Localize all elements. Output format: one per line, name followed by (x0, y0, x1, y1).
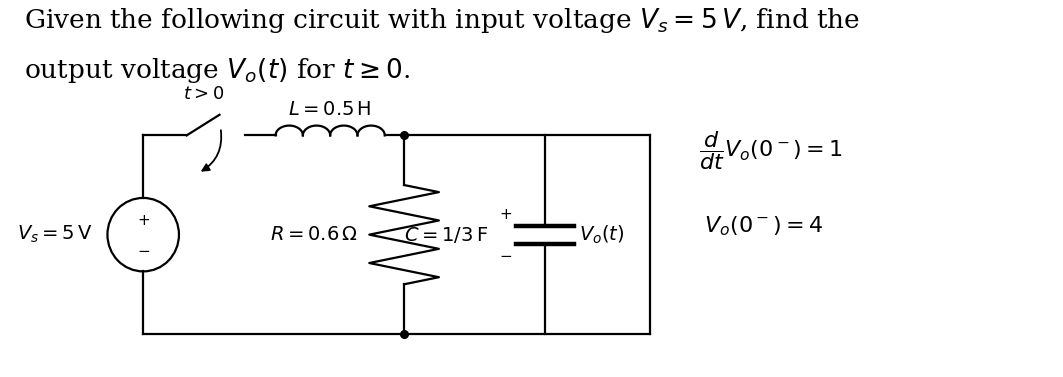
Text: $-$: $-$ (137, 242, 150, 256)
Text: $R = 0.6\,\Omega$: $R = 0.6\,\Omega$ (270, 226, 358, 244)
Text: $+$: $+$ (137, 214, 150, 228)
Text: $-$: $-$ (499, 248, 511, 262)
Text: $\dfrac{d}{dt}V_o(0^-) = 1$: $\dfrac{d}{dt}V_o(0^-) = 1$ (698, 129, 843, 172)
Text: $L = 0.5\,\mathrm{H}$: $L = 0.5\,\mathrm{H}$ (288, 101, 372, 118)
Text: $+$: $+$ (499, 208, 511, 222)
Text: $V_o(0^-) = 4$: $V_o(0^-) = 4$ (704, 215, 823, 238)
Text: $V_o(t)$: $V_o(t)$ (579, 224, 625, 246)
Text: $V_s = 5\,\mathrm{V}$: $V_s = 5\,\mathrm{V}$ (17, 224, 92, 245)
Text: Given the following circuit with input voltage $V_s = 5\,V$, find the: Given the following circuit with input v… (24, 6, 861, 35)
Text: output voltage $V_o(t)$ for $t \geq 0$.: output voltage $V_o(t)$ for $t \geq 0$. (24, 56, 410, 85)
Text: $C = 1/3\,\mathrm{F}$: $C = 1/3\,\mathrm{F}$ (404, 225, 489, 245)
Text: $t > 0$: $t > 0$ (183, 85, 224, 103)
FancyArrowPatch shape (202, 130, 221, 171)
